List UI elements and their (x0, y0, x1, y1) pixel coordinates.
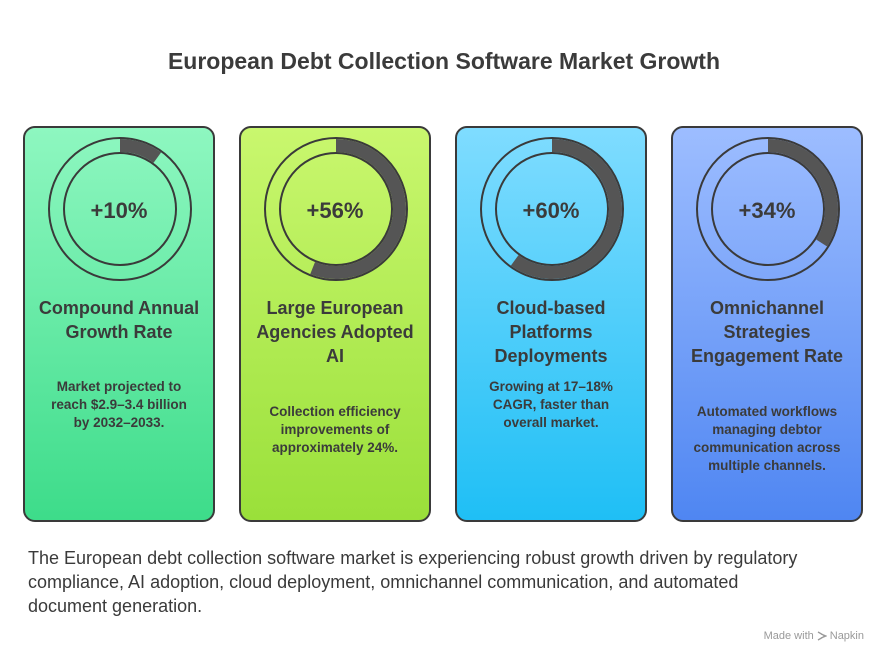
card-ai-adoption: +56% Large European Agencies Adopted AI … (239, 126, 431, 522)
metric-heading: Omnichannel Strategies Engagement Rate (690, 298, 844, 366)
progress-arc (768, 139, 838, 247)
metric-description: Market projected to reach $2.9–3.4 billi… (51, 379, 187, 430)
made-with-credit: Made with Napkin (764, 630, 864, 642)
metric-heading: Large European Agencies Adopted AI (256, 298, 414, 366)
metric-value: +56% (306, 198, 364, 223)
metric-description: Automated workflows managing debtor comm… (693, 404, 841, 473)
progress-ring (264, 137, 408, 281)
page-title: European Debt Collection Software Market… (167, 48, 721, 74)
card-cloud-deployments: +60% Cloud-based Platforms Deployments G… (455, 126, 647, 522)
summary-text: The European debt collection software ma… (28, 548, 798, 616)
card-omnichannel-engagement: +34% Omnichannel Strategies Engagement R… (671, 126, 863, 522)
progress-arc (120, 139, 162, 163)
metric-heading: Cloud-based Platforms Deployments (494, 298, 608, 366)
metric-description: Collection efficiency improvements of ap… (269, 404, 401, 455)
metric-value: +60% (522, 198, 580, 223)
napkin-logo-icon (817, 631, 827, 641)
metric-value: +34% (738, 198, 796, 223)
progress-ring (48, 137, 192, 281)
card-compound-annual-growth-rate: +10% Compound Annual Growth Rate Market … (23, 126, 215, 522)
metric-value: +10% (90, 198, 148, 223)
progress-ring (696, 137, 840, 281)
made-with-label: Made with (763, 630, 814, 642)
metric-heading: Compound Annual Growth Rate (38, 298, 200, 342)
napkin-brand: Napkin (829, 630, 864, 642)
progress-ring (480, 137, 624, 281)
progress-arc (310, 139, 406, 279)
metric-description: Growing at 17–18% CAGR, faster than over… (489, 379, 613, 430)
progress-arc (510, 139, 622, 279)
